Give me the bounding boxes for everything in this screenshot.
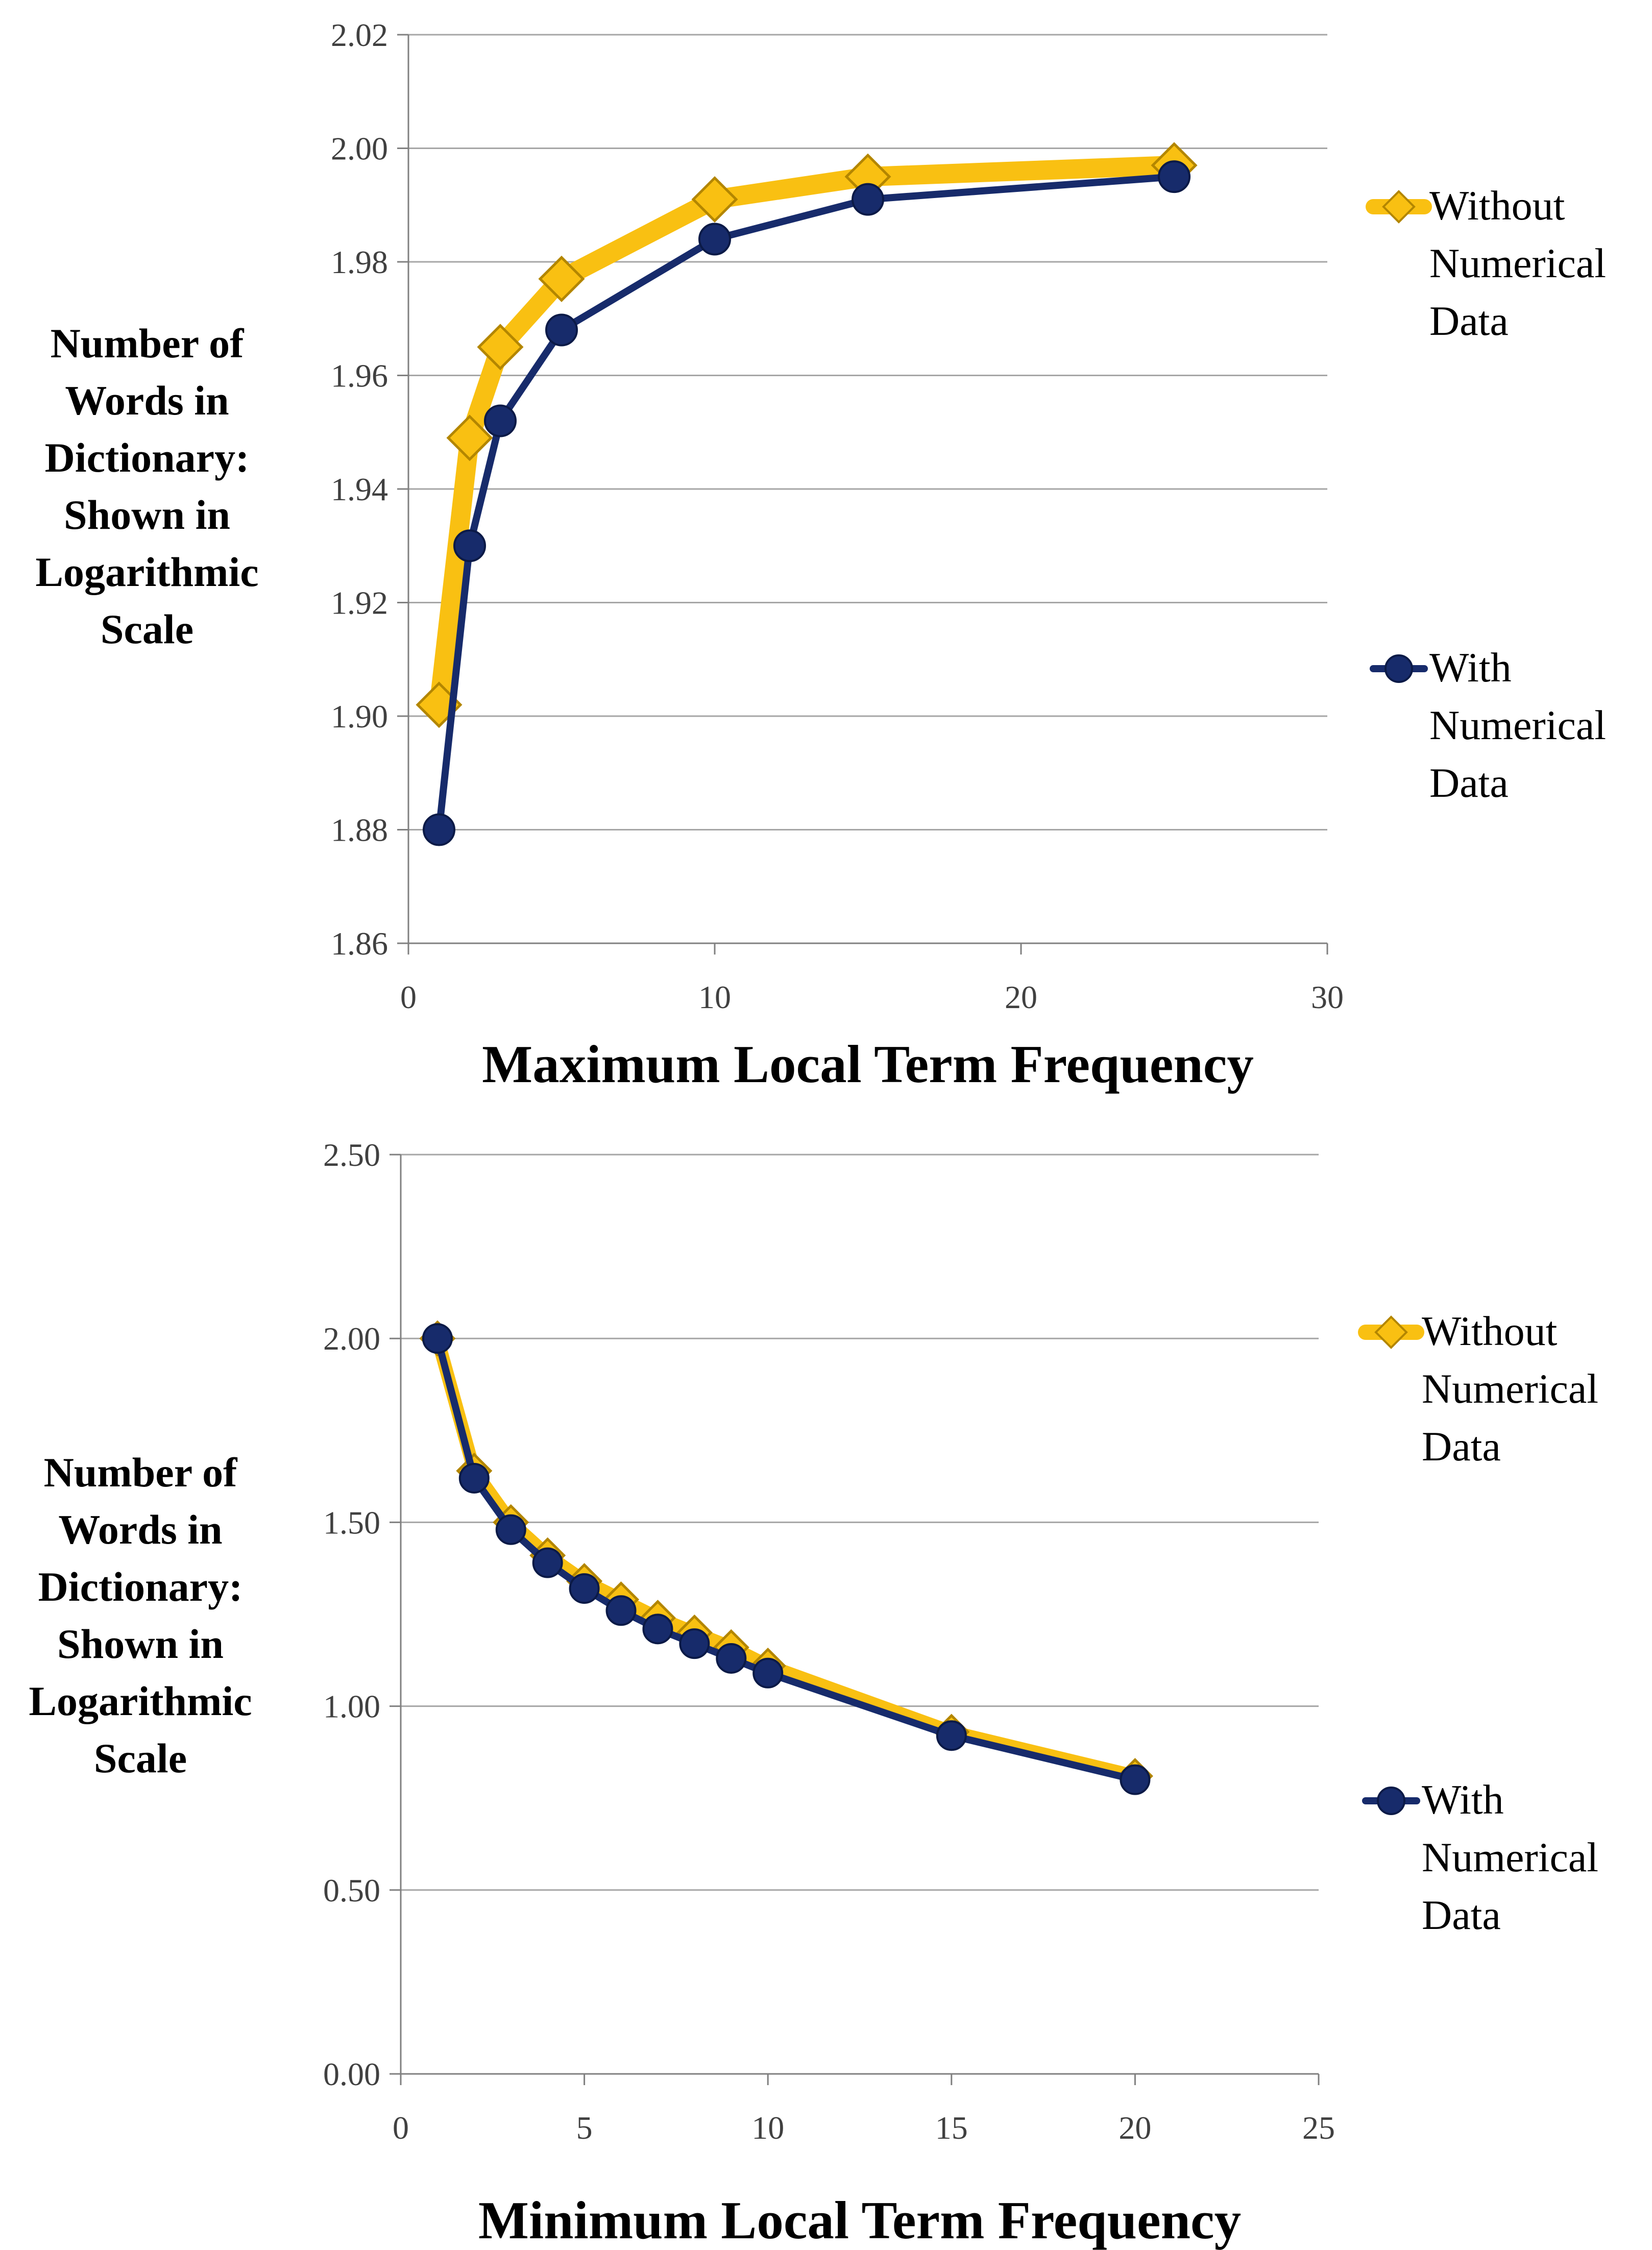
y-tick-label: 1.92 [331, 585, 388, 621]
x-tick-label: 5 [576, 2110, 593, 2146]
y-axis-title-line: Dictionary: [45, 434, 250, 481]
y-axis-title-line: Words in [58, 1506, 222, 1553]
y-axis-title-line: Words in [65, 377, 229, 424]
y-axis-title-line: Scale [94, 1735, 187, 1781]
x-tick-label: 20 [1119, 2110, 1151, 2146]
x-tick-label: 30 [1311, 979, 1344, 1015]
legend-marker-diamond [1374, 1315, 1408, 1349]
y-tick-label: 2.02 [331, 17, 388, 53]
data-point-diamond [538, 255, 585, 302]
y-tick-label: 1.86 [331, 925, 388, 962]
data-point-circle [1158, 160, 1191, 193]
legend-label-line: Without [1429, 182, 1565, 229]
y-axis-title-line: Logarithmic [29, 1678, 252, 1724]
data-point-circle [605, 1595, 637, 1626]
data-point-circle [698, 223, 731, 256]
legend-marker-diamond [1382, 190, 1416, 224]
y-tick-label: 2.00 [331, 131, 388, 167]
series-with-numerical-data [422, 1323, 1151, 1795]
x-tick-label: 0 [400, 979, 417, 1015]
y-axis-title-line: Shown in [64, 492, 230, 538]
legend-label-line: Data [1429, 298, 1509, 344]
series-with-numerical-data [423, 160, 1191, 846]
legend-label-line: Without [1422, 1308, 1558, 1354]
legend-marker-circle [1377, 1787, 1405, 1815]
y-tick-label: 1.96 [331, 358, 388, 394]
data-point-circle [532, 1547, 563, 1578]
legend-label-line: Numerical [1422, 1365, 1598, 1412]
data-point-circle [458, 1462, 490, 1494]
x-tick-label: 10 [698, 979, 731, 1015]
legend-with-numerical-data: With Numerical Data [1370, 644, 1606, 806]
series-without-numerical-data [419, 1320, 1153, 1795]
data-point-circle [752, 1657, 784, 1689]
y-tick-label: 1.98 [331, 244, 388, 280]
data-point-circle [852, 183, 884, 216]
y-tick-label: 0.50 [323, 1872, 380, 1909]
legend-label-line: Data [1429, 760, 1509, 806]
legend-marker-circle [1384, 654, 1413, 683]
y-axis-title-line: Number of [44, 1449, 238, 1496]
y-tick-label: 0.00 [323, 2056, 380, 2092]
legend-label-line: Numerical [1429, 702, 1606, 748]
x-tick-label: 10 [751, 2110, 784, 2146]
legend-label-line: Data [1422, 1423, 1501, 1470]
y-tick-label: 2.00 [323, 1320, 380, 1357]
data-point-circle [642, 1613, 673, 1645]
data-point-circle [423, 813, 455, 846]
data-point-circle [569, 1573, 600, 1604]
legend-without-numerical-data: Without Numerical Data [1358, 1308, 1598, 1470]
y-tick-label: 1.00 [323, 1689, 380, 1725]
y-axis-title-line: Number of [51, 320, 245, 366]
y-axis-title-line: Shown in [57, 1621, 224, 1667]
x-axis-title: Maximum Local Term Frequency [482, 1034, 1254, 1094]
series-without-numerical-data [416, 142, 1198, 728]
data-point-circle [1120, 1764, 1151, 1795]
legend-label-line: Numerical [1429, 240, 1606, 286]
data-point-circle [422, 1323, 453, 1354]
x-tick-label: 25 [1302, 2110, 1335, 2146]
data-point-diamond [477, 324, 524, 371]
y-axis-title-line: Logarithmic [35, 549, 258, 595]
data-point-circle [453, 529, 486, 562]
chart-2: 0.00 0.50 1.00 1.50 2.00 2.50 0 5 10 15 20 25 Minimu… [29, 1137, 1598, 2250]
x-tick-label: 0 [393, 2110, 409, 2146]
y-tick-label: 1.90 [331, 698, 388, 735]
data-point-circle [484, 404, 517, 437]
x-tick-label: 15 [935, 2110, 968, 2146]
x-axis-title: Minimum Local Term Frequency [478, 2190, 1241, 2250]
legend-with-numerical-data: With Numerical Data [1362, 1776, 1598, 1938]
legend-label-line: With [1422, 1776, 1504, 1823]
data-point-circle [545, 313, 578, 347]
y-tick-label: 1.50 [323, 1504, 380, 1540]
series-line [429, 155, 1184, 715]
legend-label-line: Data [1422, 1892, 1501, 1938]
data-point-diamond [691, 176, 738, 223]
x-tick-label: 20 [1005, 979, 1037, 1015]
data-point-circle [716, 1643, 747, 1674]
y-axis-title-line: Dictionary: [38, 1563, 243, 1610]
y-tick-label: 1.88 [331, 812, 388, 848]
legend-label-line: With [1429, 644, 1512, 691]
legend-without-numerical-data: Without Numerical Data [1366, 182, 1606, 344]
y-axis-title-line: Scale [101, 606, 193, 652]
data-point-diamond [446, 414, 493, 461]
legend-label-line: Numerical [1422, 1834, 1598, 1880]
y-tick-label: 2.50 [323, 1137, 380, 1173]
chart-1: 1.86 1.88 1.90 1.92 1.94 1.96 1.98 2.00 2.02 0 10 2… [35, 17, 1606, 1094]
y-tick-label: 1.94 [331, 471, 388, 507]
data-point-circle [495, 1514, 526, 1545]
data-point-circle [679, 1628, 710, 1659]
data-point-circle [936, 1720, 967, 1751]
